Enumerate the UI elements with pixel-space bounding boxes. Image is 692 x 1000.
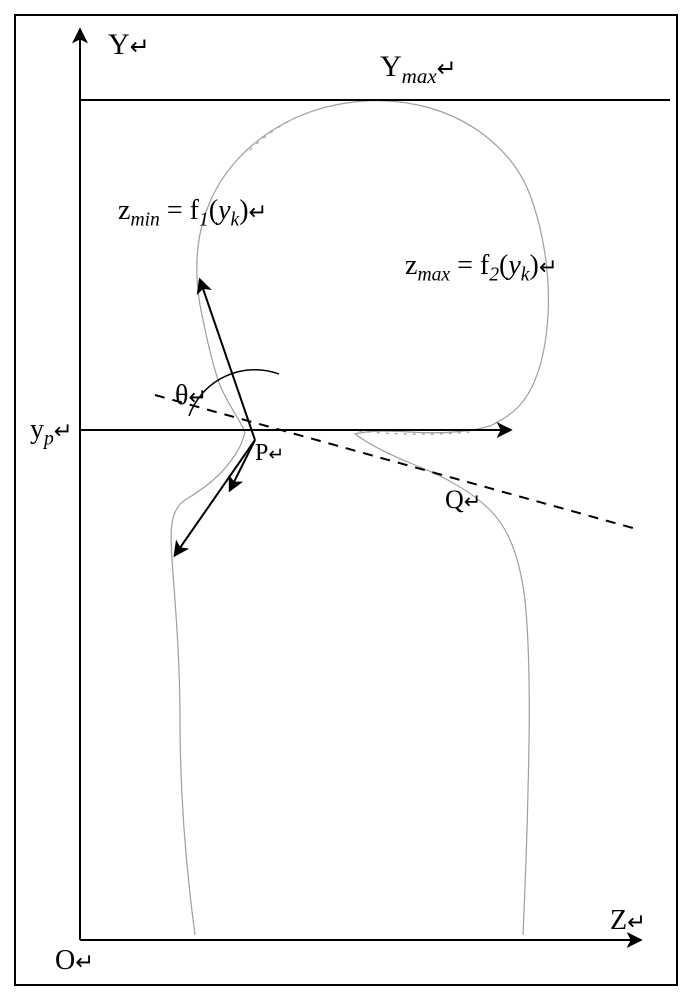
dashed-pq-line bbox=[155, 395, 640, 530]
label-y-axis: Y↵ bbox=[108, 28, 150, 62]
label-yp: yp↵ bbox=[30, 414, 73, 451]
diagram-svg bbox=[0, 0, 692, 1000]
label-point-p: P↵ bbox=[255, 440, 284, 467]
label-origin: O↵ bbox=[55, 945, 94, 977]
angle-ray-down bbox=[175, 440, 255, 555]
label-zmax-eq: zmax = f2(yk)↵ bbox=[405, 250, 558, 287]
label-theta: θ↵ bbox=[175, 380, 207, 412]
label-point-q: Q↵ bbox=[445, 485, 481, 515]
label-z-axis: Z↵ bbox=[610, 905, 646, 937]
angle-ray-short bbox=[230, 440, 255, 490]
label-zmin-eq: zmin = f1(yk)↵ bbox=[118, 195, 267, 232]
label-ymax: Ymax↵ bbox=[380, 50, 457, 89]
silhouette-dots-2 bbox=[250, 118, 295, 150]
